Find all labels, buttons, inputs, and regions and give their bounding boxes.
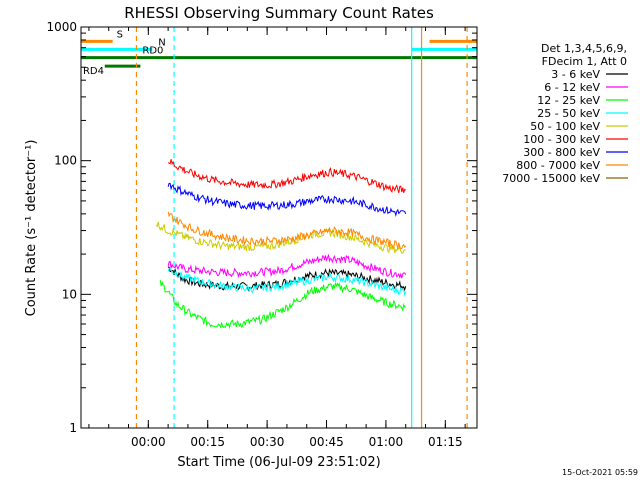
legend-label-6: 300 - 800 keV [523,146,600,159]
x-tick-label-1: 00:15 [190,435,225,449]
y-tick-label-2: 100 [54,154,77,168]
legend-header-0: Det 1,3,4,5,6,9, [541,42,627,55]
legend-label-1: 6 - 12 keV [544,81,600,94]
series-line-4 [155,221,406,254]
y-tick-label-0: 1 [69,421,77,435]
flag-label-s: S [117,29,123,40]
legend-label-0: 3 - 6 keV [551,68,600,81]
plot-frame [80,26,478,429]
legend-label-3: 25 - 50 keV [537,107,600,120]
series-line-2 [159,280,406,330]
legend-label-5: 100 - 300 keV [523,133,600,146]
legend-header-1: FDecim 1, Att 0 [542,55,627,68]
series-lines [155,159,407,330]
y-tick-label-3: 1000 [46,20,77,34]
flag-label-rd4: RD4 [83,66,104,77]
legend: Det 1,3,4,5,6,9,FDecim 1, Att 03 - 6 keV… [502,42,628,185]
time-markers [135,27,468,428]
legend-label-4: 50 - 100 keV [530,120,600,133]
series-line-1 [167,253,407,279]
legend-label-8: 7000 - 15000 keV [502,172,600,185]
series-line-7 [167,211,407,249]
chart-title: RHESSI Observing Summary Count Rates [124,4,434,22]
x-tick-label-4: 01:00 [369,435,404,449]
y-tick-label-1: 10 [62,287,77,301]
series-line-5 [167,159,407,193]
y-axis-label: Count Rate (s⁻¹ detector⁻¹) [24,140,39,317]
x-axis-label: Start Time (06-Jul-09 23:51:02) [177,455,380,470]
series-line-3 [167,267,407,297]
x-tick-label-2: 00:30 [250,435,285,449]
axes: 00:00 00:15 00:30 00:45 01:00 01:15 1 10 100 1000 [46,20,477,449]
x-tick-label-5: 01:15 [428,435,463,449]
flag-label-rd0: RD0 [142,46,163,57]
legend-label-2: 12 - 25 keV [537,94,600,107]
legend-label-7: 800 - 7000 keV [516,159,600,172]
x-tick-label-0: 00:00 [131,435,166,449]
series-line-6 [167,182,407,217]
timestamp: 15-Oct-2021 05:59 [562,468,638,477]
flag-label-n: N [158,37,165,48]
x-tick-label-3: 00:45 [309,435,344,449]
